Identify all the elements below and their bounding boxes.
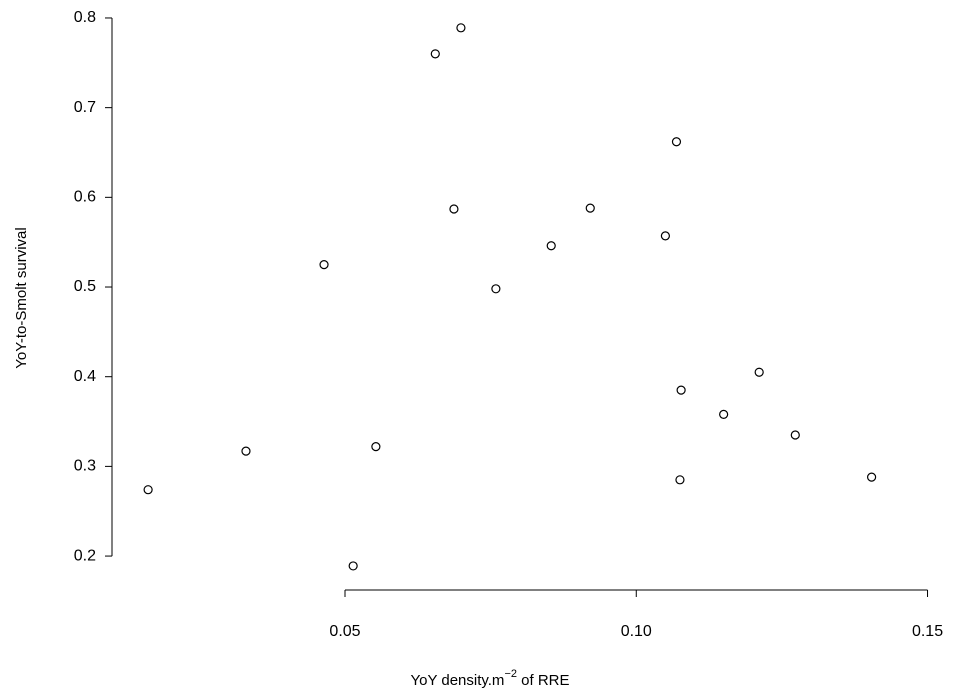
x-label-superscript: −2 [504, 668, 517, 680]
point [754, 367, 764, 377]
x-tick-label: 0.05 [329, 623, 360, 640]
point [671, 137, 682, 147]
point [675, 475, 685, 485]
point [449, 204, 459, 214]
y-tick-label: 0.3 [74, 458, 96, 475]
point [456, 23, 466, 33]
x-label-text: of RRE [517, 672, 570, 689]
point [143, 485, 153, 495]
point [676, 385, 686, 395]
x-label-text: YoY density.m [410, 672, 504, 689]
x-tick-label: 0.10 [621, 623, 652, 640]
point [491, 284, 501, 294]
x-tick-label: 0.15 [912, 623, 943, 640]
point [867, 472, 877, 482]
point [348, 561, 358, 571]
y-axis-label: YoY-to-Smolt survival [13, 227, 30, 368]
point [371, 442, 381, 452]
point [660, 231, 670, 241]
point [546, 241, 556, 251]
y-tick-label: 0.7 [74, 99, 96, 116]
point [719, 409, 729, 419]
point [430, 49, 440, 59]
y-tick-label: 0.4 [74, 368, 96, 385]
point [241, 446, 251, 456]
point [790, 430, 800, 440]
y-tick-label: 0.6 [74, 189, 96, 206]
point [319, 259, 329, 270]
y-tick-label: 0.5 [74, 278, 96, 295]
x-axis-label: YoY density.m−2 of RRE [410, 668, 569, 689]
y-tick-label: 0.8 [74, 9, 96, 26]
y-tick-label: 0.2 [74, 547, 96, 564]
point [585, 203, 595, 213]
